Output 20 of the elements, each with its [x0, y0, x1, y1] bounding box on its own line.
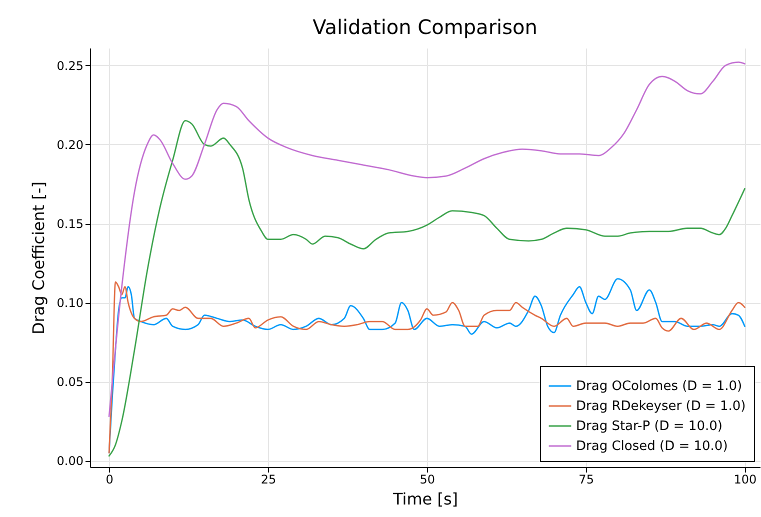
legend-label: Drag RDekeyser (D = 1.0)	[576, 399, 746, 414]
x-axis-title: Time [s]	[392, 490, 458, 508]
y-tick-label: 0.05	[56, 375, 84, 390]
line-series	[108, 62, 746, 418]
y-tick-label: 0.15	[56, 217, 84, 232]
y-tick-label: 0.25	[56, 58, 84, 73]
y-axis-title: Drag Coefficient [-]	[28, 181, 48, 335]
chart-title: Validation Comparison	[312, 15, 538, 39]
legend-label: Drag Closed (D = 10.0)	[576, 439, 728, 454]
y-tick-label: 0.00	[56, 454, 84, 468]
x-tick-label: 75	[578, 472, 594, 486]
y-tick-label: 0.20	[56, 138, 84, 152]
x-tick-label: 50	[420, 472, 436, 486]
x-tick-label: 0	[106, 472, 114, 486]
legend-label: Drag OColomes (D = 1.0)	[576, 379, 742, 394]
x-tick-label: 25	[260, 472, 276, 486]
legend-label: Drag Star-P (D = 10.0)	[576, 419, 722, 434]
line-series	[108, 120, 746, 457]
y-tick-label: 0.10	[56, 296, 84, 310]
x-tick-label: 100	[734, 472, 757, 486]
